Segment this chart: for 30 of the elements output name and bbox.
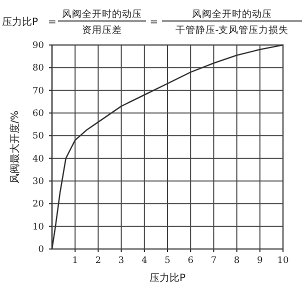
x-tick-label: 4 xyxy=(142,256,148,266)
y-tick-label: 90 xyxy=(32,41,44,51)
text: = xyxy=(150,17,158,28)
y-tick-label: 80 xyxy=(32,64,44,74)
x-tick-label: 10 xyxy=(277,256,289,266)
text: 干管静压-支风管压力损失 xyxy=(175,24,289,36)
y-tick-label: 70 xyxy=(32,86,44,96)
x-tick-label: 6 xyxy=(188,256,194,266)
y-tick-label: 30 xyxy=(32,177,44,187)
x-tick-label: 7 xyxy=(210,256,217,266)
x-tick-label: 3 xyxy=(118,256,124,266)
y-tick-label: 0 xyxy=(38,245,44,255)
text: 资用压差 xyxy=(82,24,122,36)
y-tick-label: 50 xyxy=(32,132,44,142)
y-tick-label: 10 xyxy=(32,222,44,232)
chart-title: 压力比P xyxy=(2,16,38,28)
x-tick-label: 9 xyxy=(257,256,264,266)
y-tick-label: 60 xyxy=(32,109,44,119)
x-tick-label: 2 xyxy=(95,256,102,266)
x-tick-label: 1 xyxy=(72,256,78,266)
x-tick-label: 5 xyxy=(164,256,171,266)
text: 风阀全开时的动压 xyxy=(192,8,272,20)
y-tick-label: 20 xyxy=(32,200,44,210)
x-axis-title: 压力比P xyxy=(149,272,186,284)
line-series xyxy=(51,44,284,250)
text: = xyxy=(48,17,56,28)
text: 风阀全开时的动压 xyxy=(62,8,142,20)
x-tick-label: 8 xyxy=(234,256,240,266)
y-tick-label: 40 xyxy=(32,154,44,164)
y-axis-title: 风阀最大开度/% xyxy=(9,110,21,184)
